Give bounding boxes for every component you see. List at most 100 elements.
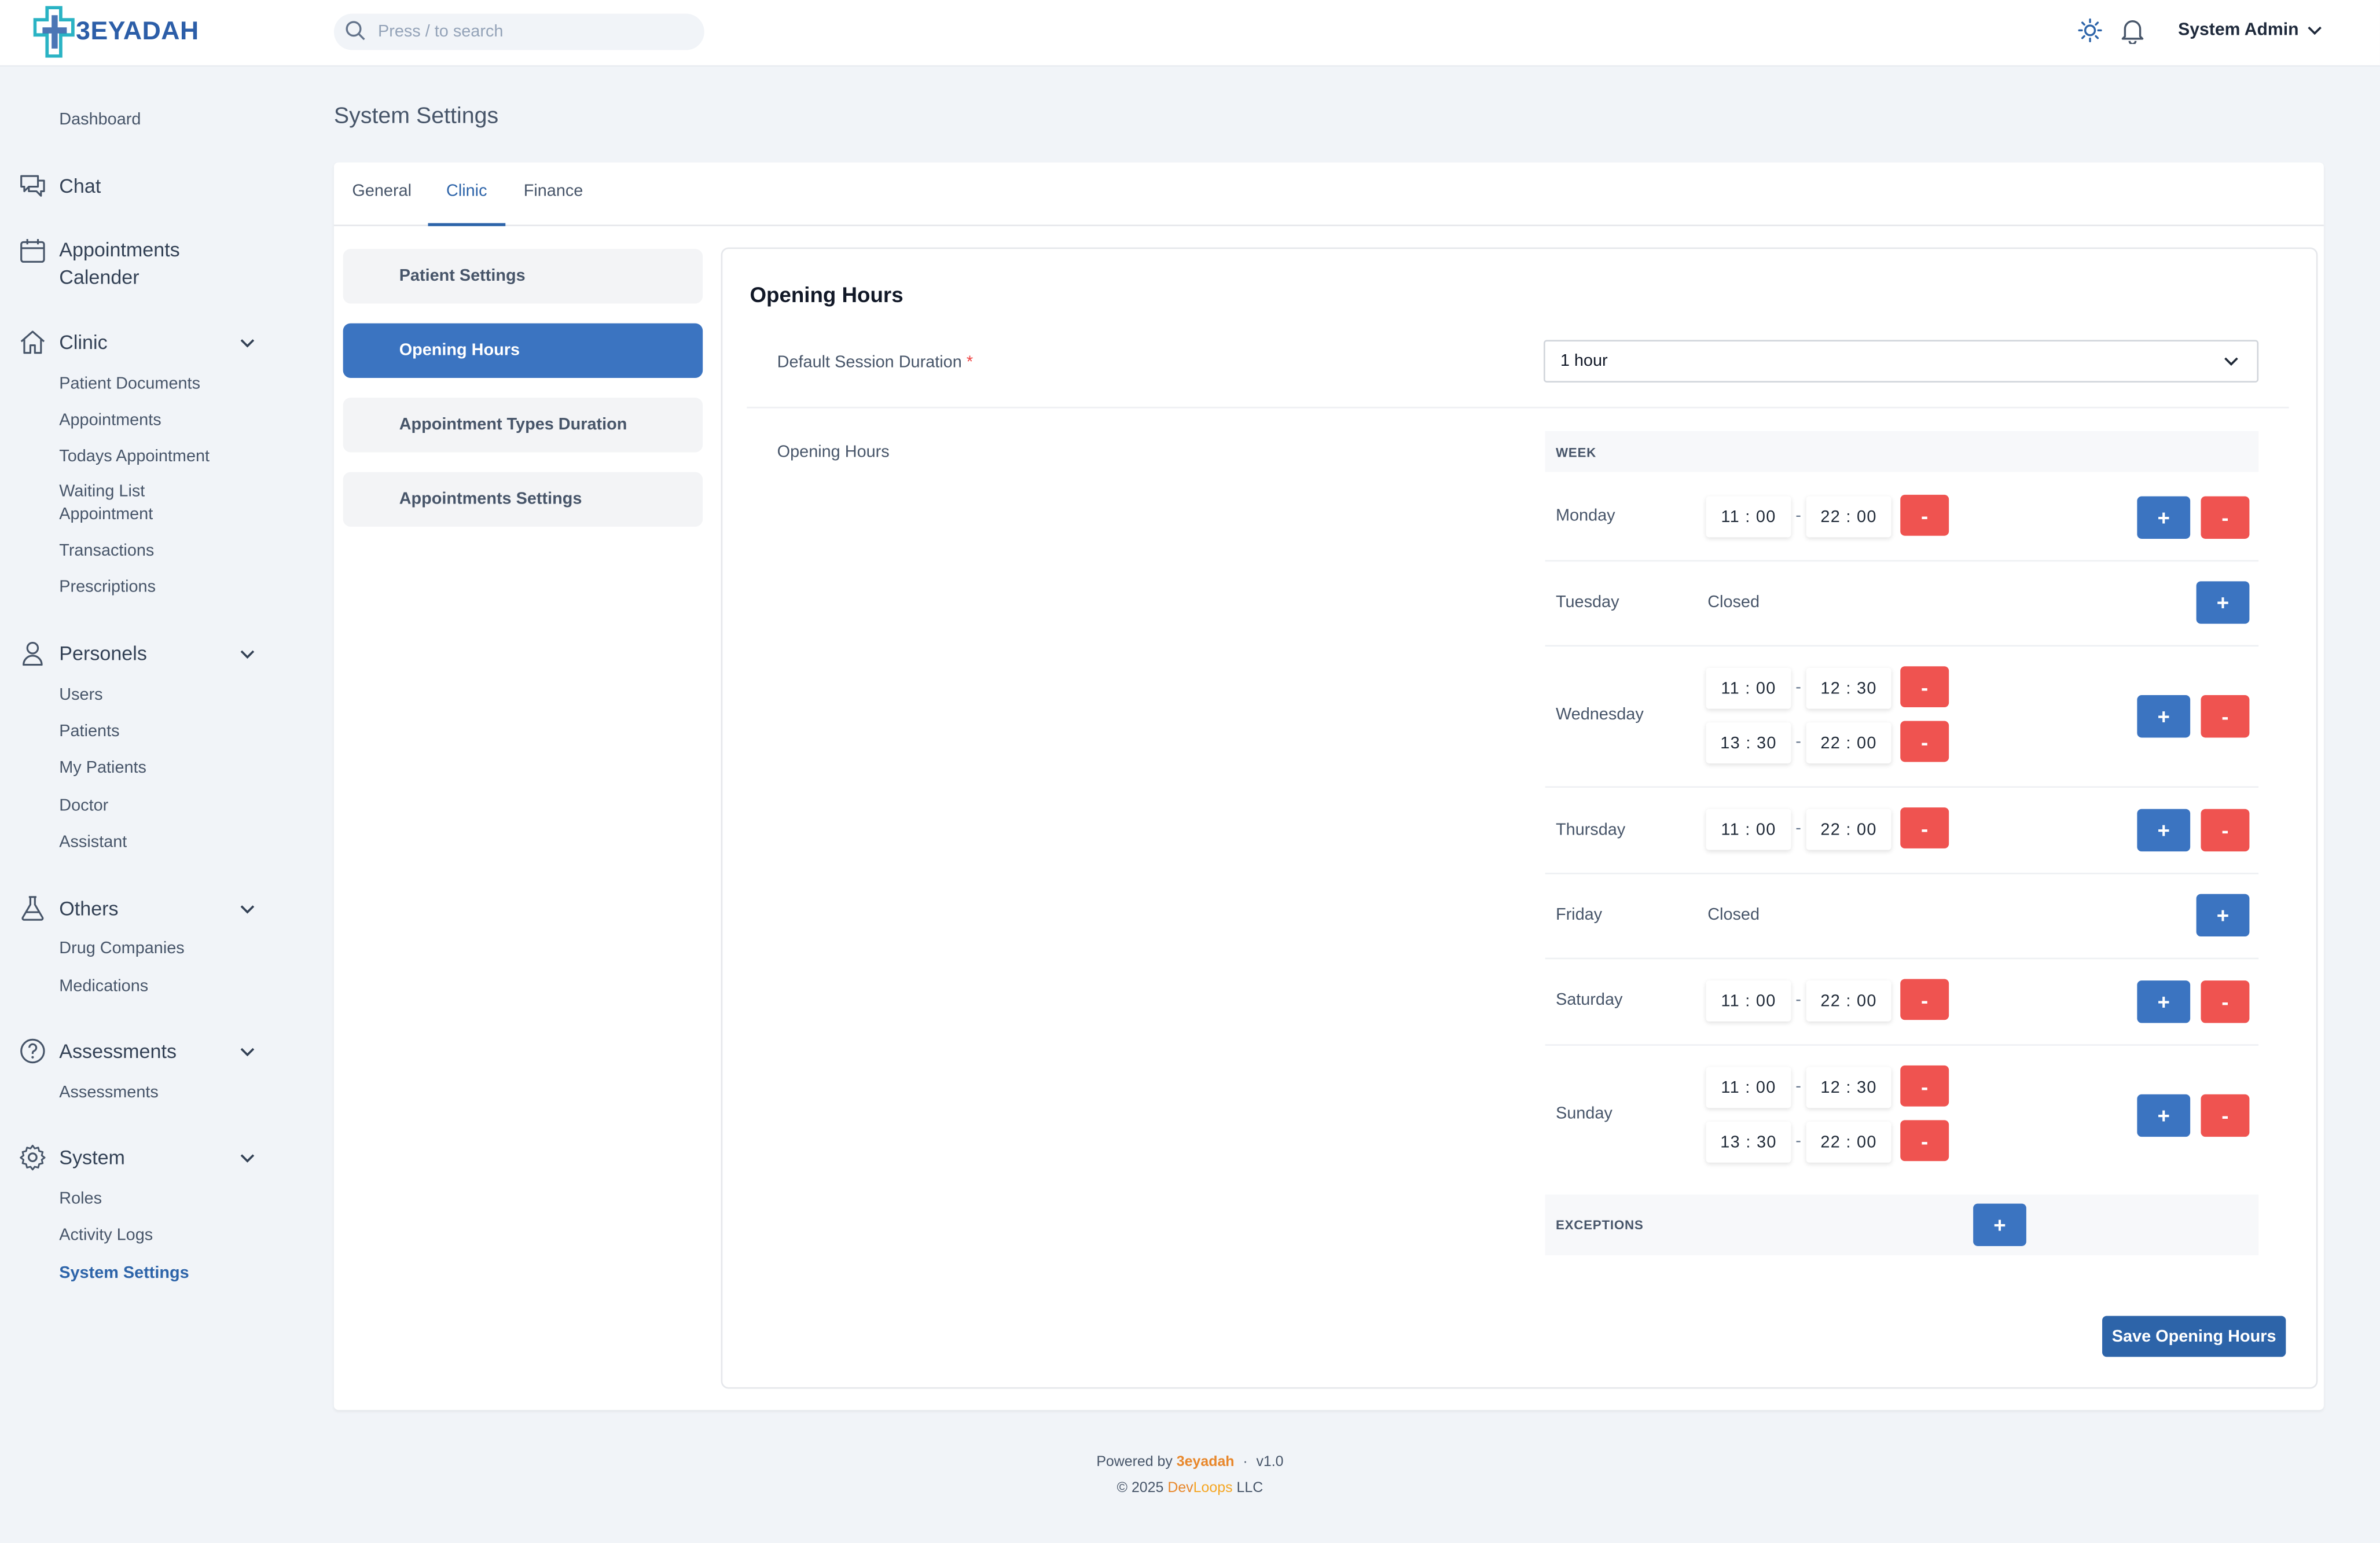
remove-slot-button[interactable]: - xyxy=(1900,1120,1949,1162)
time-separator: - xyxy=(1795,1077,1801,1096)
sidebar-item-assessments[interactable]: Assessments xyxy=(59,1083,159,1102)
sidebar-group-personels[interactable]: Personels xyxy=(18,639,261,668)
time-end-input[interactable]: 22 : 00 xyxy=(1806,809,1891,850)
add-slot-button[interactable]: + xyxy=(2137,809,2191,852)
time-separator: - xyxy=(1795,733,1801,752)
session-duration-select[interactable]: 1 hour xyxy=(1543,340,2259,383)
search-input[interactable] xyxy=(377,18,682,46)
sidebar-group-clinic[interactable]: Clinic xyxy=(18,328,261,357)
sidebar-item-patient-documents[interactable]: Patient Documents xyxy=(59,374,200,394)
sidebar-item-waiting-list-appointment[interactable]: Waiting List Appointment xyxy=(59,481,153,527)
chevron-down-icon[interactable] xyxy=(240,1045,255,1057)
tab-clinic[interactable]: Clinic xyxy=(428,182,506,226)
bell-icon[interactable] xyxy=(2120,17,2144,52)
sidebar-item-my-patients[interactable]: My Patients xyxy=(59,759,146,777)
sidebar-group-label-others: Others xyxy=(59,897,119,920)
sidebar-item-patients[interactable]: Patients xyxy=(59,722,120,741)
time-start-input[interactable]: 13 : 30 xyxy=(1706,722,1791,764)
remove-day-button[interactable]: - xyxy=(2201,496,2250,539)
user-menu[interactable]: System Admin xyxy=(2178,21,2323,39)
session-duration-label-text: Default Session Duration xyxy=(777,354,962,372)
remove-slot-button[interactable]: - xyxy=(1900,1065,1949,1107)
sidebar-label-appointment: Appointment xyxy=(59,505,153,524)
sidebar-item-chat[interactable]: Chat xyxy=(18,171,261,200)
sidebar-item-assistant[interactable]: Assistant xyxy=(59,833,127,852)
remove-day-button[interactable]: - xyxy=(2201,695,2250,738)
sidebar-item-activity-logs[interactable]: Activity Logs xyxy=(59,1226,153,1245)
gear-icon xyxy=(18,1143,47,1172)
flask-icon xyxy=(18,894,47,923)
time-end-input[interactable]: 22 : 00 xyxy=(1806,722,1891,764)
side-menu-appointments-settings[interactable]: Appointments Settings xyxy=(343,472,703,527)
remove-slot-button[interactable]: - xyxy=(1900,666,1949,708)
sidebar-item-prescriptions[interactable]: Prescriptions xyxy=(59,578,156,597)
remove-slot-button[interactable]: - xyxy=(1900,979,1949,1020)
side-menu-appointment-types-duration[interactable]: Appointment Types Duration xyxy=(343,398,703,453)
time-start-input[interactable]: 11 : 00 xyxy=(1706,667,1791,709)
sidebar-item-doctor[interactable]: Doctor xyxy=(59,796,109,815)
time-end-input[interactable]: 22 : 00 xyxy=(1806,1121,1891,1163)
save-opening-hours-button[interactable]: Save Opening Hours xyxy=(2102,1316,2286,1357)
sidebar-group-others[interactable]: Others xyxy=(18,894,261,923)
chevron-down-icon[interactable] xyxy=(240,1151,255,1163)
tab-general[interactable]: General xyxy=(352,182,412,201)
app-logo[interactable]: 3EYADAH xyxy=(33,6,199,58)
sidebar-item-appointments[interactable]: Appointments xyxy=(59,411,161,430)
sidebar-item-todays-appointment[interactable]: Todays Appointment xyxy=(59,447,210,466)
sidebar-item-medications[interactable]: Medications xyxy=(59,977,149,996)
add-slot-button[interactable]: + xyxy=(2137,980,2191,1023)
user-icon xyxy=(18,639,47,668)
row-separator xyxy=(1545,786,2259,788)
time-start-input[interactable]: 13 : 30 xyxy=(1706,1121,1791,1163)
day-label-friday: Friday xyxy=(1555,906,1603,925)
chevron-down-icon[interactable] xyxy=(240,336,255,348)
remove-slot-button[interactable]: - xyxy=(1900,494,1949,536)
panel-title: Opening Hours xyxy=(750,282,903,307)
sidebar-item-system-settings[interactable]: System Settings xyxy=(59,1264,189,1283)
tab-finance[interactable]: Finance xyxy=(523,182,583,201)
remove-slot-button[interactable]: - xyxy=(1900,721,1949,762)
sidebar-item-roles[interactable]: Roles xyxy=(59,1189,102,1208)
time-start-input[interactable]: 11 : 00 xyxy=(1706,1067,1791,1108)
row-separator xyxy=(1545,560,2259,562)
time-start-input[interactable]: 11 : 00 xyxy=(1706,809,1791,850)
remove-day-button[interactable]: - xyxy=(2201,980,2250,1023)
sidebar-item-appointments-calendar[interactable]: Appointments Calender xyxy=(18,237,261,291)
remove-day-button[interactable]: - xyxy=(2201,1094,2250,1137)
side-menu-opening-hours[interactable]: Opening Hours xyxy=(343,323,703,378)
add-slot-button[interactable]: + xyxy=(2196,581,2250,624)
sidebar-item-dashboard[interactable]: Dashboard xyxy=(59,111,141,129)
remove-day-button[interactable]: - xyxy=(2201,809,2250,852)
chevron-down-icon[interactable] xyxy=(240,902,255,914)
add-slot-button[interactable]: + xyxy=(2196,894,2250,937)
time-end-input[interactable]: 22 : 00 xyxy=(1806,980,1891,1022)
footer-brand-link[interactable]: 3eyadah xyxy=(1176,1454,1235,1471)
add-slot-button[interactable]: + xyxy=(2137,1094,2191,1137)
row-separator xyxy=(1545,1044,2259,1046)
chevron-down-icon[interactable] xyxy=(240,647,255,659)
add-exception-button[interactable]: + xyxy=(1973,1203,2026,1246)
time-end-input[interactable]: 12 : 30 xyxy=(1806,1067,1891,1108)
time-start-input[interactable]: 11 : 00 xyxy=(1706,496,1791,538)
time-end-input[interactable]: 22 : 00 xyxy=(1806,496,1891,538)
time-start-input[interactable]: 11 : 00 xyxy=(1706,980,1791,1022)
sun-icon[interactable] xyxy=(2078,18,2102,50)
sidebar-item-drug-companies[interactable]: Drug Companies xyxy=(59,939,185,958)
add-slot-button[interactable]: + xyxy=(2137,695,2191,738)
opening-hours-label: Opening Hours xyxy=(777,443,890,462)
search-icon xyxy=(344,20,366,49)
logo-cross-icon xyxy=(33,6,75,58)
remove-slot-button[interactable]: - xyxy=(1900,807,1949,848)
footer-company-suffix: LLC xyxy=(1236,1479,1264,1497)
sidebar-group-assessments[interactable]: Assessments xyxy=(18,1037,261,1066)
sidebar-item-transactions[interactable]: Transactions xyxy=(59,542,155,560)
day-label-monday: Monday xyxy=(1555,506,1615,526)
add-slot-button[interactable]: + xyxy=(2137,496,2191,539)
time-end-input[interactable]: 12 : 30 xyxy=(1806,667,1891,709)
side-menu-patient-settings[interactable]: Patient Settings xyxy=(343,249,703,304)
sidebar-item-users[interactable]: Users xyxy=(59,686,103,704)
search-bar[interactable] xyxy=(333,13,704,50)
sidebar-group-system[interactable]: System xyxy=(18,1143,261,1172)
footer-company-link[interactable]: DevLoops xyxy=(1167,1480,1232,1497)
logo-text: 3EYADAH xyxy=(76,16,199,46)
